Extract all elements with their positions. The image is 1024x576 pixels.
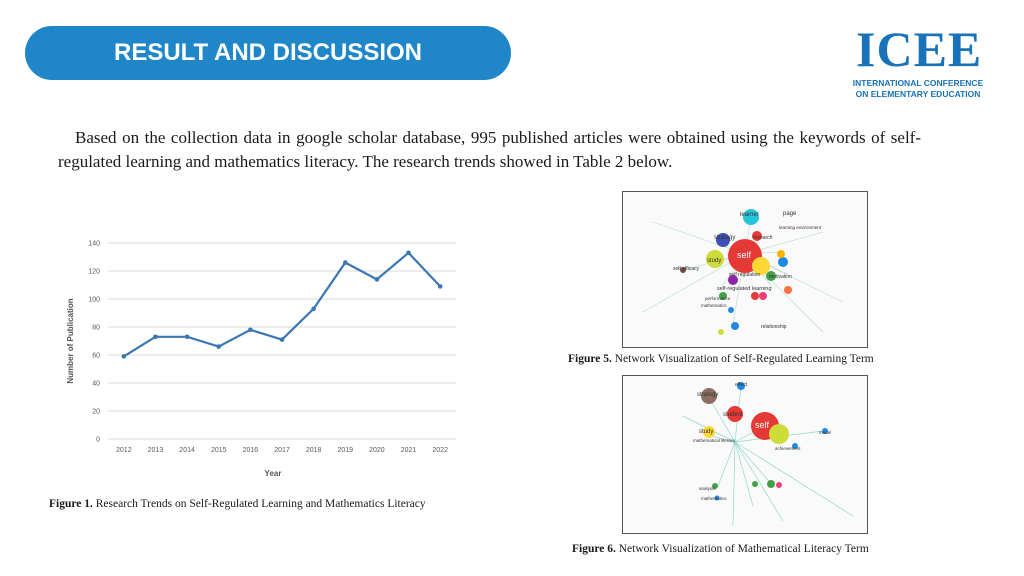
conference-logo: ICEE INTERNATIONAL CONFERENCE ON ELEMENT… <box>848 20 988 102</box>
figure-6-caption: Figure 6. Network Visualization of Mathe… <box>572 543 869 555</box>
x-tick-label: 2012 <box>116 447 132 454</box>
net1-label-learning-environment: learning environment <box>779 225 822 230</box>
y-tick-labels: 0 20 40 60 80 100 120 140 <box>88 241 100 444</box>
net1-label-motivation: motivation <box>769 274 792 280</box>
x-tick-label: 2019 <box>337 447 353 454</box>
data-point <box>311 306 316 312</box>
x-tick-label: 2017 <box>274 447 290 454</box>
net1-label-mathematics: mathematics <box>701 303 727 308</box>
data-point <box>153 334 158 340</box>
net2-label-mathematics: mathematics <box>701 496 727 501</box>
data-point <box>437 284 443 289</box>
net2-label-effect: effect <box>735 382 748 388</box>
net1-label-page: page <box>783 211 797 217</box>
y-tick-label: 60 <box>92 353 100 360</box>
y-tick-label: 0 <box>96 437 100 444</box>
y-tick-label: 120 <box>88 269 100 276</box>
y-tick-label: 40 <box>92 381 100 388</box>
network-2-links <box>682 385 854 527</box>
net1-label-self-regulation: self regulation <box>729 272 760 278</box>
data-point <box>121 354 127 359</box>
net2-label-self: self <box>755 420 770 430</box>
x-tick-label: 2015 <box>211 447 227 454</box>
network-2-labels: effect strategy student self study mathe… <box>693 382 831 501</box>
net2-label-analysis: analysis <box>699 486 716 491</box>
figure-5-caption: Figure 5. Network Visualization of Self-… <box>568 353 874 365</box>
net2-label-student: student <box>723 412 743 418</box>
x-tick-label: 2018 <box>306 447 322 454</box>
network-1-graphic: learner page learning environment strate… <box>642 209 844 335</box>
net1-label-research: research <box>753 235 773 241</box>
x-tick-labels: 2012 2013 2014 2015 2016 2017 2018 2019 2020 2021… <box>116 447 448 454</box>
data-point <box>342 260 348 265</box>
network-2-graphic: effect strategy student self study mathe… <box>682 382 854 527</box>
figure-6-text: Network Visualization of Mathematical Li… <box>615 543 869 555</box>
data-point <box>279 337 285 342</box>
logo-line-2: ON ELEMENTARY EDUCATION <box>855 89 981 99</box>
x-tick-label: 2013 <box>148 447 164 454</box>
figure-5-label: Figure 5. <box>568 353 612 365</box>
net2-label-achievement: achievement <box>775 446 801 451</box>
network-visualization-2: effect strategy student self study mathe… <box>622 375 868 534</box>
figure-1-label: Figure 1. <box>49 498 93 510</box>
figure-5-text: Network Visualization of Self-Regulated … <box>611 353 874 365</box>
x-tick-label: 2014 <box>179 447 195 454</box>
net1-label-self-regulated-learning: self-regulated learning <box>717 286 771 292</box>
data-point <box>216 344 222 349</box>
net2-label-study: study <box>699 429 713 435</box>
y-tick-label: 20 <box>92 409 100 416</box>
section-header: RESULT AND DISCUSSION <box>25 26 511 80</box>
net2-label-mathematical-literacy: mathematical literacy <box>693 438 736 443</box>
data-point <box>406 250 411 256</box>
y-tick-label: 140 <box>88 241 100 248</box>
section-title: RESULT AND DISCUSSION <box>113 39 422 66</box>
net2-label-model: model <box>819 430 831 435</box>
x-tick-label: 2021 <box>401 447 417 454</box>
intro-paragraph: Based on the collection data in google s… <box>58 128 921 171</box>
net1-label-strategy: strategy <box>714 235 735 241</box>
y-axis-label: Number of Publication <box>66 298 75 383</box>
data-points <box>121 250 443 359</box>
logo-line-1: INTERNATIONAL CONFERENCE <box>852 78 984 88</box>
net1-label-learner: learner <box>740 212 759 218</box>
x-tick-label: 2022 <box>432 447 448 454</box>
chart-grid <box>108 242 456 440</box>
data-point <box>374 277 380 282</box>
y-tick-label: 100 <box>88 297 100 304</box>
data-point <box>184 334 190 340</box>
y-tick-label: 80 <box>92 325 100 332</box>
figure-6-label: Figure 6. <box>572 543 616 555</box>
network-visualization-1: learner page learning environment strate… <box>622 191 868 348</box>
network-1-labels: learner page learning environment strate… <box>673 211 822 330</box>
figure-1-text: Research Trends on Self-Regulated Learni… <box>92 498 426 510</box>
net2-label-strategy: strategy <box>697 392 718 398</box>
logo-letters: ICEE <box>856 21 983 77</box>
x-tick-label: 2016 <box>243 447 259 454</box>
figure-1-caption: Figure 1. Research Trends on Self-Regula… <box>49 498 426 510</box>
net1-label-relationship: relationship <box>761 324 787 330</box>
x-tick-label: 2020 <box>369 447 385 454</box>
net1-label-study: study <box>707 258 721 264</box>
net1-label-self-efficacy: self efficacy <box>673 266 700 272</box>
net1-label-performance: performance <box>705 296 731 301</box>
net1-label-self: self <box>737 250 752 260</box>
x-axis-label: Year <box>265 469 282 478</box>
data-point <box>248 327 253 333</box>
